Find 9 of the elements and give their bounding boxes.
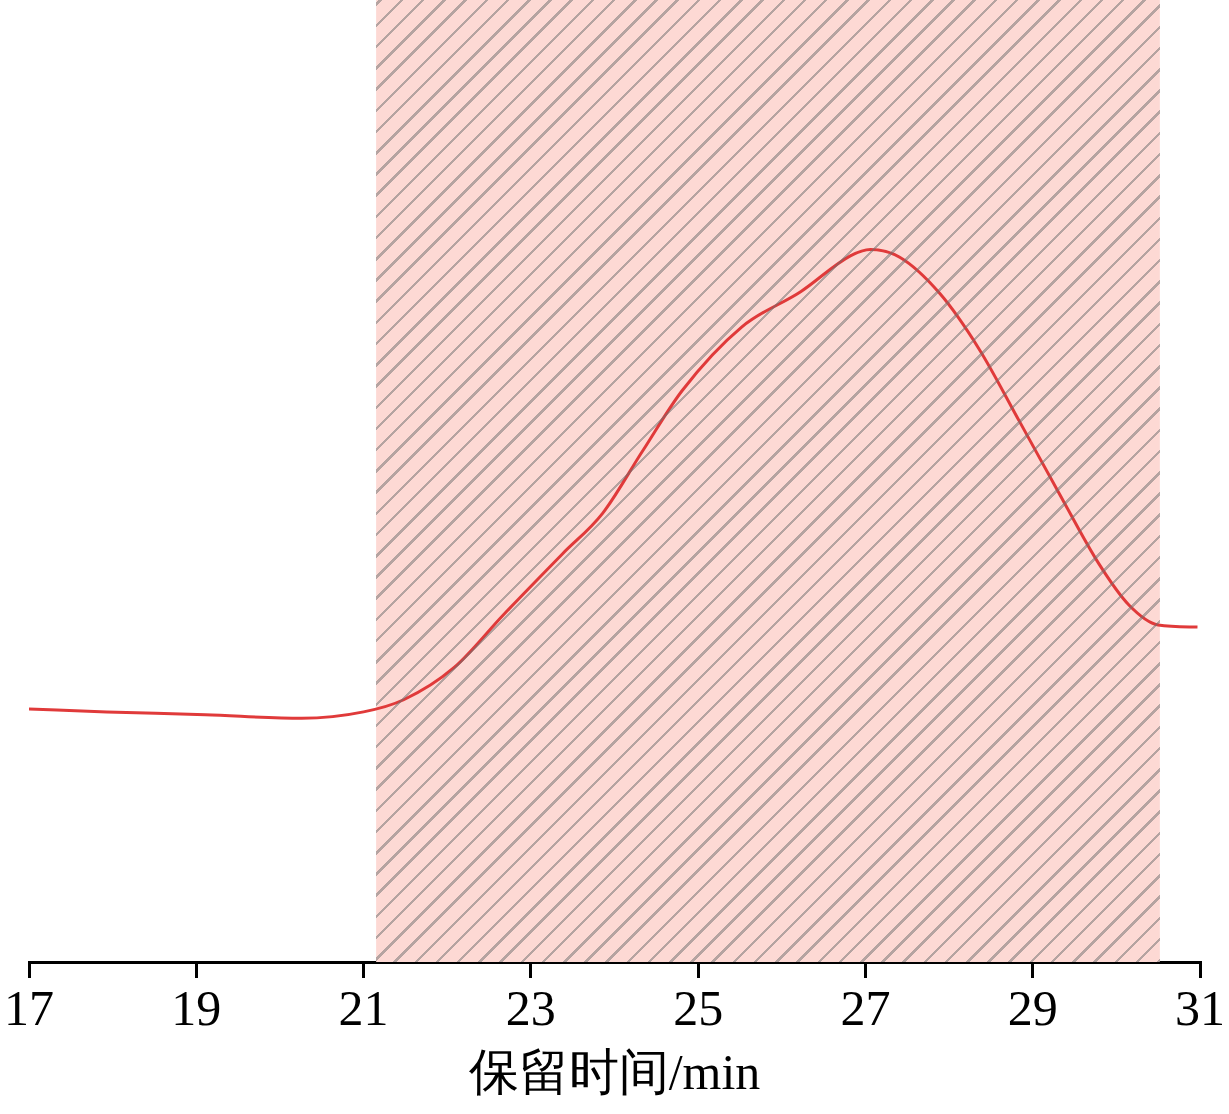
x-tick-label: 19 <box>171 980 222 1037</box>
x-tick-label: 17 <box>4 980 54 1037</box>
x-axis-title: 保留时间/min <box>468 1044 761 1101</box>
x-tick-label: 23 <box>505 980 556 1037</box>
x-tick-label: 21 <box>338 980 389 1037</box>
x-tick-label: 31 <box>1175 980 1225 1037</box>
x-tick-label: 27 <box>840 980 891 1037</box>
x-tick-label: 25 <box>673 980 724 1037</box>
x-tick-label: 29 <box>1007 980 1058 1037</box>
